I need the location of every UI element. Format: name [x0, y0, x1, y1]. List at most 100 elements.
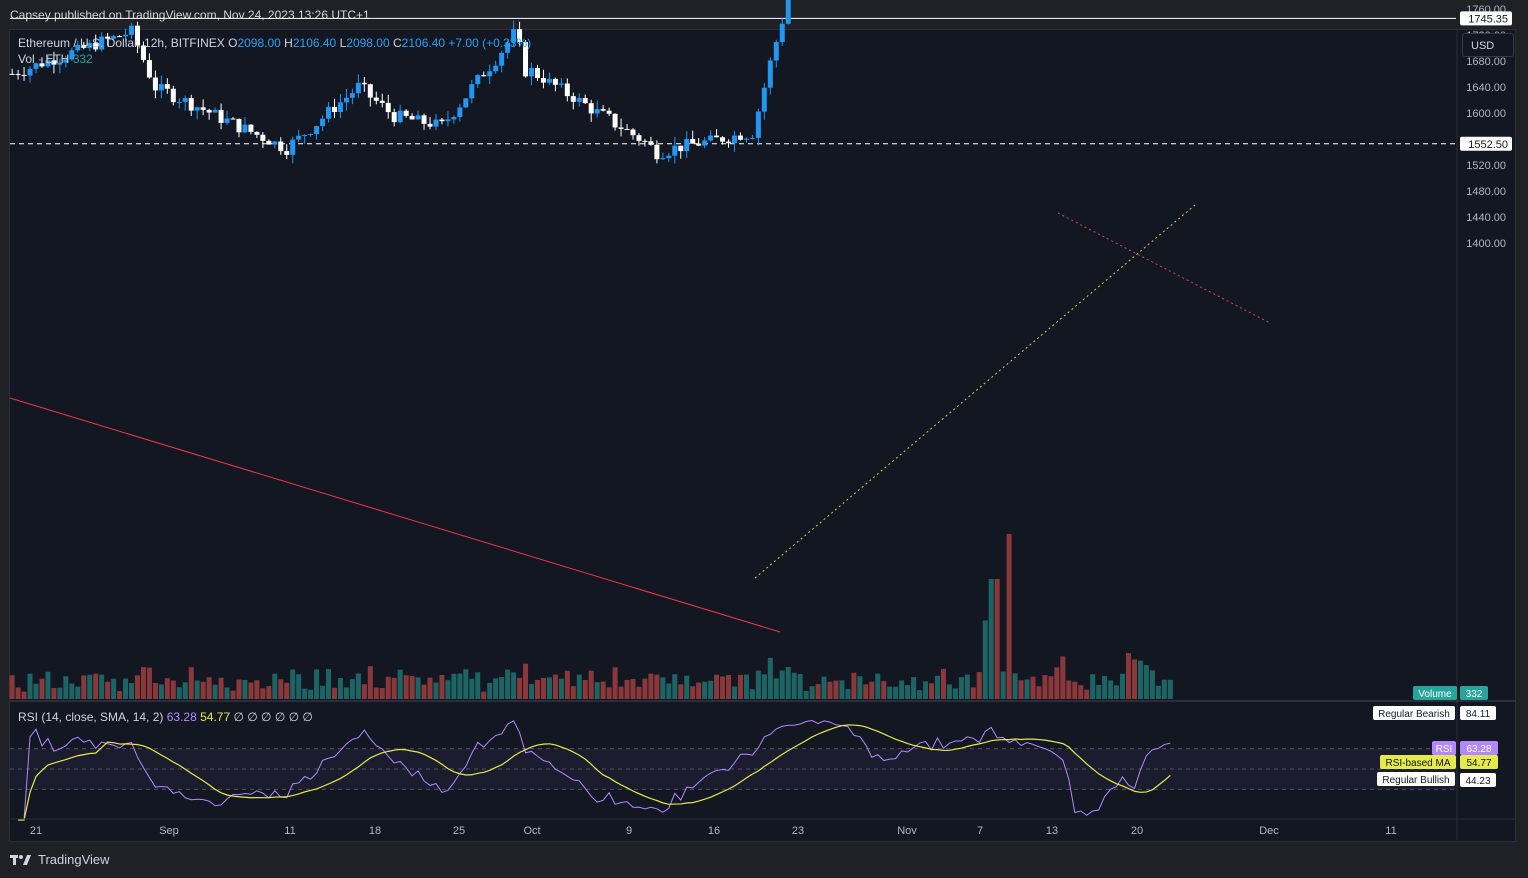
candle-body	[696, 143, 702, 146]
candle-body	[367, 84, 373, 98]
candle-body	[755, 111, 761, 138]
volume-bar	[779, 670, 785, 699]
currency-button[interactable]: USD	[1462, 33, 1514, 57]
volume-bar	[511, 672, 517, 699]
volume-bar	[600, 681, 606, 699]
candle-body	[630, 129, 636, 136]
candle-body	[254, 131, 260, 135]
rsi-title[interactable]: RSI (14, close, SMA, 14, 2)	[18, 710, 164, 724]
candle-body	[224, 118, 230, 123]
symbol-name[interactable]: Ethereum / U.S. Dollar, 12h, BITFINEX	[18, 36, 225, 50]
candle-body	[194, 107, 200, 111]
change-value: +7.00 (+0.33%)	[448, 36, 532, 50]
volume-bar	[809, 686, 815, 699]
volume-tag: Volume	[1418, 689, 1452, 700]
volume-bar	[893, 686, 899, 699]
volume-bar	[9, 675, 15, 699]
volume-bar	[87, 674, 93, 699]
volume-bar	[1114, 685, 1120, 699]
candle-body	[463, 98, 469, 108]
volume-bar	[266, 686, 272, 699]
open-value: 2098.00	[237, 36, 281, 50]
candle-body	[726, 141, 732, 144]
volume-bar	[863, 684, 869, 699]
volume-bar	[21, 691, 27, 699]
candle-body	[493, 65, 499, 72]
volume-bar	[1131, 659, 1137, 699]
candle-body	[320, 118, 326, 127]
volume-bar	[881, 681, 887, 699]
volume-bar	[105, 681, 111, 699]
candle-body	[212, 109, 218, 113]
candle-body	[99, 36, 105, 50]
candle-body	[134, 25, 140, 46]
volume-bar	[39, 678, 45, 699]
candle-body	[445, 119, 451, 122]
rsi-level-high-bg	[1460, 706, 1496, 720]
rsi-level-low-bg	[1460, 773, 1496, 787]
volume-bar	[212, 684, 218, 699]
rsi-legend: RSI (14, close, SMA, 14, 2) 63.28 54.77 …	[18, 710, 313, 724]
volume-bar	[612, 667, 618, 699]
volume-bar	[523, 663, 529, 699]
volume-bar	[206, 677, 212, 699]
candle-body	[642, 140, 648, 142]
candle-body	[690, 138, 696, 144]
candle-body	[236, 118, 242, 133]
volume-bar	[767, 657, 773, 699]
candle-body	[176, 101, 182, 103]
candle-body	[63, 59, 69, 63]
time-tick-label: 9	[626, 825, 632, 837]
candle-body	[720, 137, 726, 142]
volume-bar	[714, 674, 720, 699]
rsi-value-label: 63.28	[1466, 744, 1491, 755]
candle-body	[582, 98, 588, 104]
volume-bar	[749, 689, 755, 699]
volume-bar	[1060, 656, 1066, 699]
candle-body	[308, 134, 314, 136]
volume-bar	[1090, 674, 1096, 699]
time-tick-label: 25	[453, 825, 465, 837]
candle-body	[284, 151, 290, 155]
downtrend-line	[9, 397, 781, 633]
volume-bar	[839, 680, 845, 699]
footer-brand: TradingView	[38, 852, 110, 867]
volume-bar	[702, 681, 708, 699]
candle-body	[242, 124, 248, 133]
volume-bar	[278, 679, 284, 699]
volume-bar	[111, 678, 117, 699]
volume-legend-value: 332	[72, 52, 93, 66]
volume-bar	[940, 668, 946, 699]
volume-bar	[1048, 676, 1054, 699]
volume-bar	[337, 678, 343, 699]
candle-body	[529, 68, 535, 77]
volume-bar	[15, 687, 21, 699]
volume-bar	[427, 677, 433, 699]
chart-frame[interactable]	[9, 29, 1516, 842]
volume-bar	[1054, 667, 1060, 699]
candle-body	[314, 126, 320, 135]
candle-body	[672, 145, 678, 156]
volume-bar	[1096, 684, 1102, 699]
volume-bar	[833, 680, 839, 699]
candle-body	[343, 97, 349, 103]
price-tick-label: 1400.00	[1466, 238, 1506, 250]
volume-bar	[75, 686, 81, 699]
candle-body	[75, 44, 81, 51]
candle-body	[517, 29, 523, 42]
tradingview-icon	[10, 854, 31, 865]
volume-bar	[1012, 673, 1018, 699]
candle-body	[93, 43, 99, 50]
volume-bar	[1000, 671, 1006, 699]
volume-bar	[690, 686, 696, 699]
volume-bar	[129, 683, 135, 699]
volume-bar	[326, 669, 332, 699]
candle-body	[570, 96, 576, 102]
tradingview-logo[interactable]: TradingView	[10, 852, 110, 867]
candle-body	[636, 135, 642, 141]
rsi-line	[18, 720, 1171, 821]
candle-body	[123, 34, 129, 37]
volume-bar	[546, 677, 552, 699]
candle-body	[27, 68, 33, 76]
